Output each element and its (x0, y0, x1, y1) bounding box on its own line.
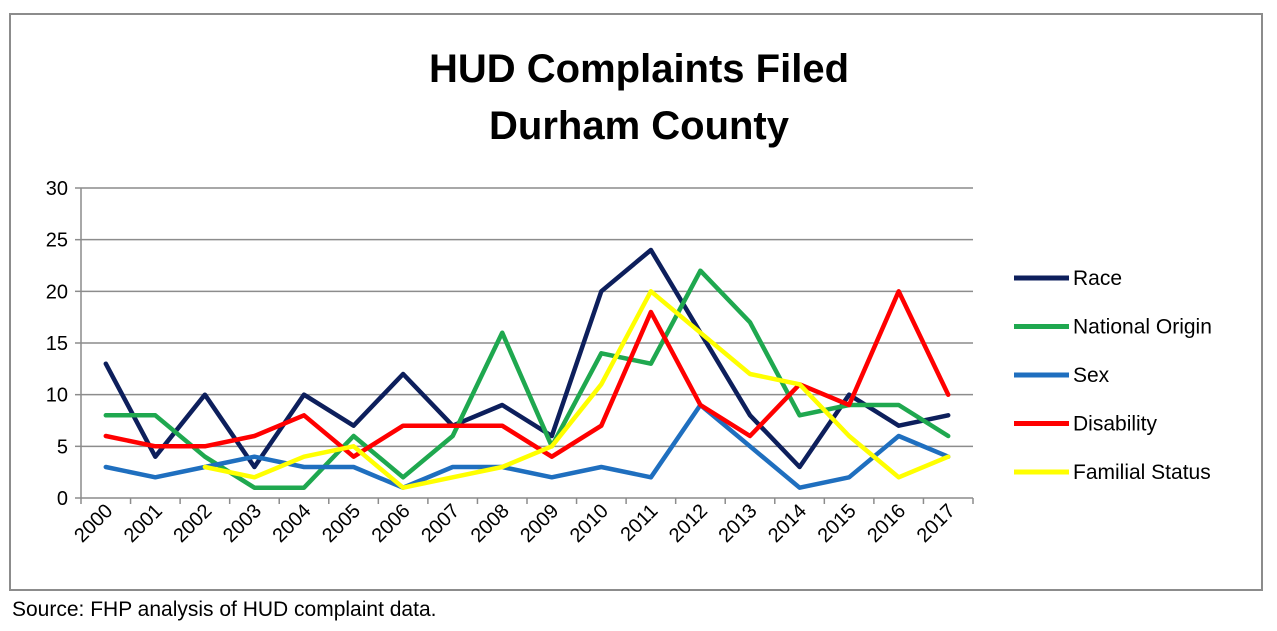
y-tick-label: 10 (46, 385, 68, 407)
x-tick-label: 2011 (616, 500, 662, 546)
series-line-sex (103, 402, 951, 490)
x-tick-label: 2008 (467, 500, 514, 547)
x-tick-label: 2007 (417, 500, 464, 547)
y-tick-label: 20 (46, 281, 68, 303)
x-tick-label: 2002 (169, 500, 216, 547)
x-tick-labels: 2000 2001 2002 2003 2004 2005 2006 2007 2008 2009… (70, 500, 959, 547)
series-line-race (103, 247, 951, 470)
legend-label-national-origin: National Origin (1073, 316, 1212, 339)
chart-subtitle: Durham County (489, 104, 790, 148)
x-tick-label: 2017 (913, 500, 960, 547)
axes (75, 187, 974, 504)
x-tick-label: 2014 (764, 500, 811, 547)
legend-label-race: Race (1073, 267, 1122, 290)
y-tick-label: 25 (46, 230, 68, 252)
series-lines (103, 247, 951, 490)
x-tick-label: 2004 (269, 500, 316, 547)
x-tick-label: 2006 (368, 500, 415, 547)
series-line-disability (103, 289, 951, 459)
chart-frame: HUD Complaints Filed Durham County 0 5 10 1… (9, 13, 1263, 591)
x-tick-label: 2000 (70, 500, 117, 547)
chart-title: HUD Complaints Filed (429, 47, 849, 91)
y-tick-label: 5 (57, 436, 68, 458)
x-tick-label: 2001 (120, 500, 167, 547)
x-tick-label: 2015 (814, 500, 861, 547)
legend: Race National Origin Sex Disability Familial… (1014, 267, 1212, 484)
gridlines (81, 187, 973, 448)
legend-label-disability: Disability (1073, 413, 1158, 436)
series-line-familial-status (202, 289, 951, 490)
legend-label-familial-status: Familial Status (1073, 461, 1211, 484)
y-tick-label: 15 (46, 333, 68, 355)
x-tick-label: 2010 (566, 500, 613, 547)
source-note: Source: FHP analysis of HUD complaint da… (12, 598, 437, 621)
x-tick-label: 2012 (665, 500, 712, 547)
legend-label-sex: Sex (1073, 364, 1110, 387)
x-tick-label: 2003 (219, 500, 266, 547)
x-tick-label: 2016 (863, 500, 910, 547)
y-tick-label: 0 (57, 488, 68, 510)
y-tick-labels: 0 5 10 15 20 25 30 (46, 178, 68, 510)
x-tick-label: 2009 (516, 500, 563, 547)
x-tick-label: 2013 (715, 500, 762, 547)
y-tick-label: 30 (46, 178, 68, 200)
series-line-national-origin (103, 268, 951, 490)
x-tick-label: 2005 (318, 500, 365, 547)
line-chart: HUD Complaints Filed Durham County 0 5 10 1… (46, 47, 1212, 547)
